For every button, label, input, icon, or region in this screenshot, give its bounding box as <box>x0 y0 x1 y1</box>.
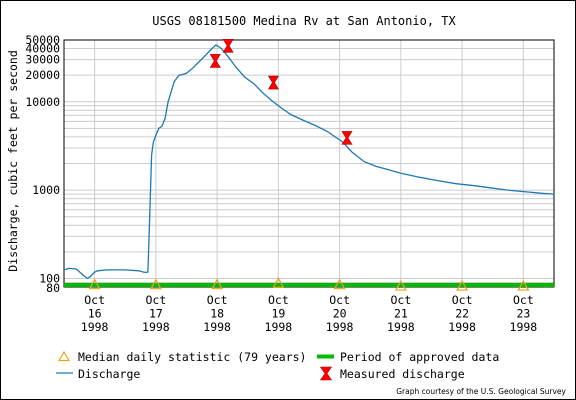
y-tick-label: 100 <box>39 271 60 285</box>
x-tick-label: 22 <box>455 307 469 321</box>
x-tick-label: 1998 <box>448 320 476 334</box>
median-point <box>211 278 224 290</box>
x-tick-label: 1998 <box>326 320 354 334</box>
median-point <box>456 279 469 291</box>
median-point <box>517 279 530 291</box>
y-tick-label: 50000 <box>25 33 60 47</box>
median-point <box>272 277 285 288</box>
credit-text: Graph courtesy of the U.S. Geological Su… <box>396 387 566 396</box>
x-tick-label: 17 <box>149 307 163 321</box>
triangle-icon <box>57 350 71 362</box>
x-tick-label: Oct <box>207 293 228 307</box>
legend-item-median: Median daily statistic (79 years) <box>57 350 306 364</box>
y-tick-label: 80 <box>46 281 60 295</box>
x-tick-label: 20 <box>333 307 347 321</box>
measured-series <box>209 38 353 145</box>
chart-title: USGS 08181500 Medina Rv at San Antonio, … <box>152 14 456 28</box>
grid <box>64 39 554 288</box>
x-tick-label: Oct <box>145 293 166 307</box>
x-tick-label: Oct <box>268 293 289 307</box>
x-tick-label: Oct <box>329 293 350 307</box>
measured-point <box>222 38 234 53</box>
x-tick-label: Oct <box>84 293 105 307</box>
x-tick-label: 1998 <box>510 320 538 334</box>
legend-label-median: Median daily statistic (79 years) <box>78 350 306 364</box>
discharge-series <box>63 44 555 280</box>
y-tick-label: 30000 <box>25 53 60 67</box>
x-tick-label: 23 <box>516 307 530 321</box>
legend-item-discharge: Discharge <box>56 367 140 381</box>
x-tick-label: 19 <box>271 307 285 321</box>
x-tick-label: 1998 <box>265 320 293 334</box>
median-point <box>333 278 346 290</box>
x-tick-label: 1998 <box>142 320 170 334</box>
legend-item-measured: Measured discharge <box>319 366 465 381</box>
y-tick-label: 1000 <box>32 183 60 197</box>
y-tick-label: 40000 <box>25 42 60 56</box>
legend-label-discharge: Discharge <box>78 367 140 381</box>
legend-item-approved: Period of approved data <box>317 350 499 364</box>
x-tick-label: 21 <box>394 307 408 321</box>
x-tick-label: 18 <box>210 307 224 321</box>
x-tick-label: 1998 <box>203 320 231 334</box>
y-tick-label: 20000 <box>25 68 60 82</box>
x-axis-ticks: Oct161998Oct171998Oct181998Oct191998Oct2… <box>81 293 538 334</box>
x-tick-label: Oct <box>390 293 411 307</box>
x-tick-label: Oct <box>513 293 534 307</box>
median-point <box>394 279 407 291</box>
legend: Median daily statistic (79 years) Period… <box>56 350 499 381</box>
median-series <box>88 277 530 291</box>
legend-label-approved: Period of approved data <box>340 350 499 364</box>
bowtie-icon <box>319 366 333 381</box>
legend-label-measured: Measured discharge <box>340 367 465 381</box>
x-tick-label: 1998 <box>81 320 109 334</box>
y-tick-label: 10000 <box>25 95 60 109</box>
measured-point <box>209 54 221 68</box>
x-tick-label: Oct <box>452 293 473 307</box>
discharge-line <box>63 44 555 280</box>
x-tick-label: 16 <box>88 307 102 321</box>
median-point <box>149 278 162 290</box>
median-point <box>88 278 101 290</box>
x-tick-label: 1998 <box>387 320 415 334</box>
measured-point <box>267 75 280 90</box>
measured-point <box>341 131 353 145</box>
y-axis-label: Discharge, cubic feet per second <box>6 50 20 272</box>
